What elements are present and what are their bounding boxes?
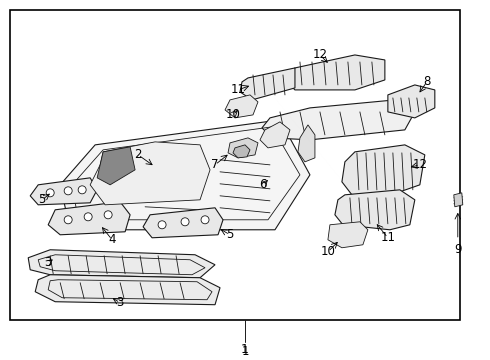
Text: 1: 1 — [241, 343, 249, 356]
Polygon shape — [143, 208, 223, 238]
Text: 2: 2 — [134, 148, 142, 161]
Polygon shape — [328, 222, 368, 248]
Circle shape — [46, 189, 54, 197]
Circle shape — [64, 187, 72, 195]
Polygon shape — [454, 193, 463, 207]
Text: 1: 1 — [241, 345, 249, 358]
Polygon shape — [298, 125, 315, 162]
Polygon shape — [388, 85, 435, 118]
Circle shape — [181, 218, 189, 226]
Text: 4: 4 — [108, 233, 116, 246]
Text: 9: 9 — [454, 243, 462, 256]
Polygon shape — [30, 178, 97, 205]
Circle shape — [158, 221, 166, 229]
Circle shape — [84, 213, 92, 221]
Polygon shape — [28, 250, 215, 278]
Text: 11: 11 — [380, 231, 395, 244]
Text: 12: 12 — [412, 158, 427, 171]
Circle shape — [64, 216, 72, 224]
Polygon shape — [260, 122, 290, 148]
Text: 3: 3 — [45, 256, 52, 269]
Text: 10: 10 — [320, 245, 335, 258]
Text: 6: 6 — [259, 178, 267, 191]
Circle shape — [104, 211, 112, 219]
Polygon shape — [262, 100, 415, 140]
Text: 5: 5 — [39, 193, 46, 206]
Text: 10: 10 — [225, 108, 241, 121]
Polygon shape — [285, 55, 385, 90]
Polygon shape — [35, 275, 220, 305]
Polygon shape — [48, 202, 130, 235]
Text: 8: 8 — [423, 76, 431, 89]
Polygon shape — [60, 120, 310, 230]
Bar — [10, 10, 460, 320]
Text: 11: 11 — [230, 84, 245, 96]
Text: 12: 12 — [313, 49, 327, 62]
Polygon shape — [233, 145, 250, 158]
Polygon shape — [97, 147, 135, 185]
Polygon shape — [228, 138, 258, 158]
Polygon shape — [225, 95, 258, 118]
Polygon shape — [335, 190, 415, 230]
Polygon shape — [240, 68, 295, 100]
Text: 3: 3 — [117, 296, 124, 309]
Text: 7: 7 — [211, 158, 219, 171]
Circle shape — [201, 216, 209, 224]
Polygon shape — [342, 145, 425, 195]
Polygon shape — [90, 142, 210, 205]
Circle shape — [78, 186, 86, 194]
Text: 5: 5 — [226, 228, 234, 241]
